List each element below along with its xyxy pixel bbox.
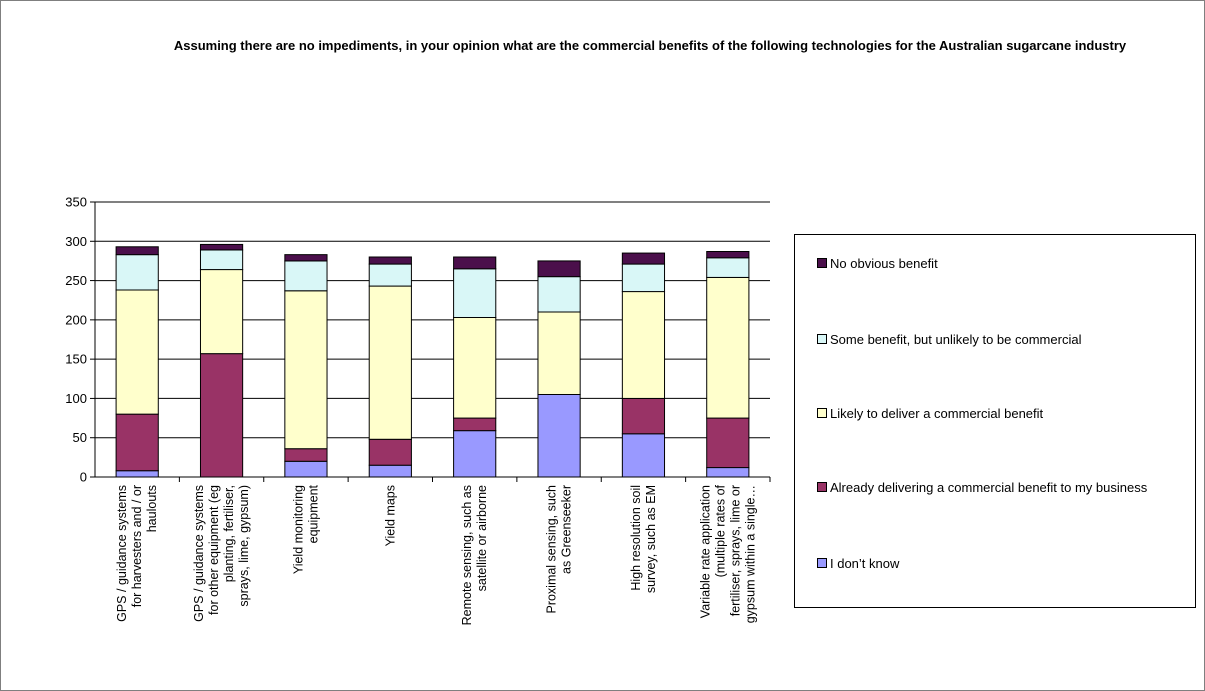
y-tick-label: 350: [65, 195, 87, 210]
bar-segment: [453, 430, 497, 478]
x-tick-label: Proximal sensing, such as Greenseeker: [545, 485, 574, 614]
legend-swatch: [817, 334, 827, 344]
x-tick-label: Yield maps: [383, 485, 397, 546]
x-tick-label-line: satellite or airborne: [475, 485, 489, 591]
y-tick-label: 250: [65, 273, 87, 288]
bar-segment: [621, 263, 666, 293]
bar-segment: [199, 353, 244, 478]
legend-swatch: [817, 408, 827, 418]
x-tick-label-line: Yield monitoring: [291, 485, 305, 574]
y-tick-label: 300: [65, 234, 87, 249]
x-tick-label-line: equipment: [306, 484, 320, 543]
legend-label: Some benefit, but unlikely to be commerc…: [830, 332, 1082, 347]
x-tick-label-line: GPS / guidance systems: [115, 485, 129, 622]
x-tick-label: GPS / guidance systems for harvesters and…: [115, 485, 159, 622]
bar-segment: [537, 276, 581, 313]
legend-swatch: [817, 558, 827, 568]
bar-segment: [621, 291, 666, 399]
x-tick-label-line: for other equipment (eg: [207, 485, 221, 615]
bar-segment: [115, 254, 159, 291]
legend-label: Likely to deliver a commercial benefit: [830, 406, 1044, 421]
bar-segment: [621, 433, 666, 478]
legend: No obvious benefit Some benefit, but unli…: [794, 234, 1196, 608]
bar-segment: [706, 467, 750, 478]
bar-segment: [621, 397, 666, 435]
legend-swatch: [817, 482, 827, 492]
bar-segment: [284, 460, 328, 478]
x-tick-label-line: (multiple rates of: [713, 484, 727, 577]
bar-segment: [621, 252, 666, 265]
x-tick-label-line: Yield maps: [383, 485, 397, 546]
y-tick-label: 200: [65, 312, 87, 327]
axes: [94, 202, 771, 482]
bar-segment: [453, 268, 497, 318]
bar-stacks: [115, 243, 750, 478]
y-tick-labels: 0 50 100 150 200 250 300 350: [65, 195, 95, 485]
bar-segment: [453, 417, 497, 432]
x-tick-label-line: sprays, lime, gypsum): [237, 485, 251, 607]
x-tick-label-line: Variable rate application: [698, 485, 712, 618]
bar-segment: [368, 256, 412, 265]
x-tick-label-line: Proximal sensing, such: [545, 485, 559, 614]
bar-segment: [115, 470, 159, 478]
bar-segment: [453, 256, 497, 270]
bar-segment: [368, 263, 412, 287]
y-tick-label: 50: [73, 430, 87, 445]
bar-segment: [706, 417, 750, 469]
bar-segment: [115, 246, 159, 256]
bar-segment: [706, 257, 750, 278]
x-tick-label: Yield monitoring equipment: [291, 484, 320, 574]
bar-segment: [115, 289, 159, 415]
x-tick-label: Variable rate application (multiple rates…: [698, 484, 757, 623]
x-tick-label-line: High resolution soil: [629, 485, 643, 591]
y-tick-label: 150: [65, 352, 87, 367]
legend-swatch: [817, 258, 827, 268]
x-tick-label: GPS / guidance systems for other equipmen…: [192, 485, 251, 622]
legend-item: Already delivering a commercial benefit …: [817, 479, 1170, 497]
bar-segment: [199, 249, 244, 271]
legend-label: No obvious benefit: [830, 256, 938, 271]
chart-title: Assuming there are no impediments, in yo…: [173, 38, 1127, 53]
bar-segment: [537, 260, 581, 278]
bar-segment: [368, 464, 412, 478]
bar-segment: [284, 448, 328, 462]
y-tick-label: 0: [80, 470, 87, 485]
bar-segment: [284, 260, 328, 292]
legend-label: I don’t know: [830, 556, 900, 571]
legend-label: Already delivering a commercial benefit …: [830, 480, 1148, 495]
x-tick-label-line: for harvesters and / or: [130, 485, 144, 607]
bar-segment: [199, 243, 244, 251]
bar-segment: [706, 251, 750, 259]
x-tick-label-line: as Greenseeker: [560, 485, 574, 574]
bar-segment: [453, 317, 497, 419]
bar-segment: [284, 254, 328, 262]
x-tick-label-line: gypsum within a single…: [743, 485, 757, 623]
legend-item: No obvious benefit: [817, 255, 1170, 273]
bar-segment: [284, 290, 328, 450]
x-tick-label-line: GPS / guidance systems: [192, 485, 206, 622]
y-tick-label: 100: [65, 391, 87, 406]
bar-segment: [537, 311, 581, 395]
x-tick-label: High resolution soil survey, such as EM: [629, 485, 658, 593]
bar-segment: [115, 413, 159, 472]
legend-item: I don’t know: [817, 555, 1170, 573]
x-tick-label: Remote sensing, such as satellite or airb…: [460, 485, 489, 625]
x-tick-label-line: survey, such as EM: [644, 485, 658, 593]
x-tick-labels: GPS / guidance systems for harvesters and…: [115, 484, 757, 625]
x-tick-label-line: haulouts: [145, 485, 159, 532]
legend-item: Likely to deliver a commercial benefit: [817, 405, 1170, 423]
bar-segment: [706, 276, 750, 419]
x-tick-label-line: planting, fertiliser,: [222, 485, 236, 582]
bar-segment: [537, 394, 581, 478]
bar-segment: [368, 438, 412, 466]
bar-segment: [199, 269, 244, 355]
bar-segment: [368, 285, 412, 440]
x-tick-label-line: Remote sensing, such as: [460, 485, 474, 625]
legend-item: Some benefit, but unlikely to be commerc…: [817, 331, 1170, 349]
x-tick-label-line: fertiliser, sprays, lime or: [728, 485, 742, 616]
gridlines: [95, 201, 770, 439]
